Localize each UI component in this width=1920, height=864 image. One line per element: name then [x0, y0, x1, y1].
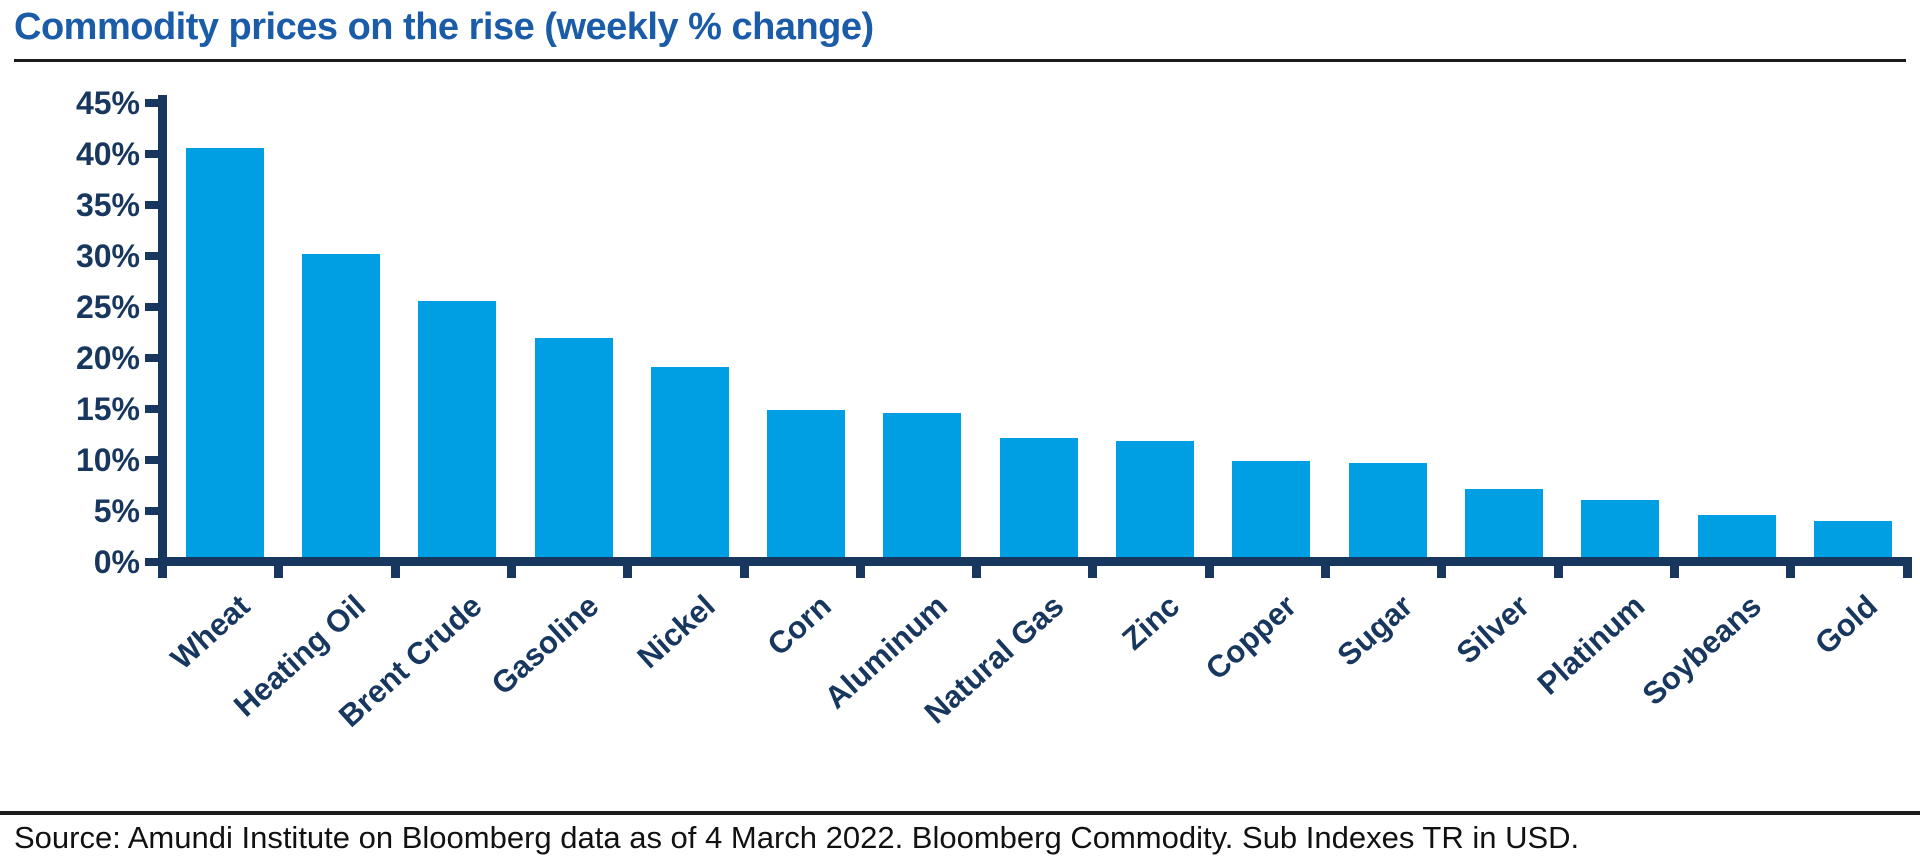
- y-axis-tick: [145, 354, 158, 362]
- x-axis-tick: [1669, 557, 1679, 578]
- bar-zinc: [1116, 440, 1195, 562]
- bar-gold: [1813, 521, 1892, 562]
- x-axis-label: Zinc: [1115, 588, 1187, 657]
- x-axis-line: [158, 557, 1912, 566]
- x-axis-label: Nickel: [629, 588, 722, 676]
- y-axis-label: 5%: [93, 493, 140, 529]
- x-axis-tick: [1437, 557, 1447, 578]
- y-axis-label: 0%: [93, 544, 140, 580]
- footer-divider: [0, 811, 1920, 815]
- bar-aluminum: [883, 413, 962, 562]
- bar-silver: [1464, 488, 1543, 562]
- y-axis-label: 30%: [75, 238, 140, 274]
- x-axis-tick: [855, 557, 865, 578]
- y-axis-label: 20%: [75, 340, 140, 376]
- x-axis-label: Gasoline: [484, 588, 605, 702]
- y-axis-tick: [145, 456, 158, 464]
- x-axis-tick: [972, 557, 982, 578]
- chart-title: Commodity prices on the rise (weekly % c…: [14, 6, 874, 48]
- x-axis-tick: [1321, 557, 1330, 578]
- x-axis-label: Silver: [1449, 588, 1536, 671]
- y-axis-label: 25%: [75, 289, 140, 325]
- bar-brent-crude: [418, 300, 497, 562]
- y-axis-tick: [145, 252, 158, 260]
- x-axis-label: Sugar: [1330, 588, 1420, 673]
- y-axis-tick: [145, 150, 158, 158]
- x-axis-tick: [623, 557, 633, 578]
- x-axis-label: Wheat: [163, 588, 257, 677]
- x-axis-label: Corn: [760, 588, 838, 663]
- y-axis-label: 40%: [75, 136, 140, 172]
- x-axis-tick: [1786, 557, 1796, 578]
- bar-wheat: [185, 147, 264, 562]
- x-axis-tick: [274, 557, 284, 578]
- bar-nickel: [650, 367, 729, 562]
- y-axis-label: 15%: [75, 391, 140, 427]
- y-axis-tick: [145, 507, 158, 515]
- y-axis-label: 10%: [75, 442, 140, 478]
- y-axis-line: [158, 95, 167, 578]
- y-axis-tick: [145, 558, 158, 566]
- x-axis-tick: [1088, 557, 1098, 578]
- title-underline: [14, 59, 1906, 62]
- bar-chart: 0% 5% 10% 15% 20% 25% 30% 35% 40% 45% Wheat Heating…: [75, 85, 1912, 734]
- bar-soybeans: [1697, 515, 1776, 562]
- x-axis-label: Soybeans: [1635, 588, 1768, 713]
- x-axis-tick: [1553, 557, 1563, 578]
- y-axis-label: 45%: [75, 85, 140, 121]
- bar-platinum: [1581, 499, 1660, 562]
- x-axis-label: Platinum: [1530, 588, 1652, 702]
- bar-heating-oil: [301, 253, 380, 562]
- x-axis-label: Copper: [1198, 588, 1303, 687]
- x-axis-tick: [390, 557, 400, 578]
- y-axis-tick: [145, 405, 158, 413]
- source-note: Source: Amundi Institute on Bloomberg da…: [14, 820, 1580, 855]
- y-axis-tick: [145, 201, 158, 209]
- x-axis-tick: [739, 557, 749, 578]
- x-axis-tick: [1902, 557, 1912, 578]
- x-axis-label: Gold: [1808, 588, 1885, 662]
- bar-natural-gas: [999, 437, 1078, 562]
- bar-copper: [1232, 461, 1311, 562]
- bar-corn: [767, 410, 846, 562]
- y-axis-label: 35%: [75, 187, 140, 223]
- x-axis-tick: [1204, 557, 1214, 578]
- x-axis-tick: [506, 557, 516, 578]
- bar-sugar: [1348, 463, 1427, 562]
- y-axis-tick: [145, 99, 158, 107]
- y-axis-tick: [145, 303, 158, 311]
- bar-gasoline: [534, 337, 613, 562]
